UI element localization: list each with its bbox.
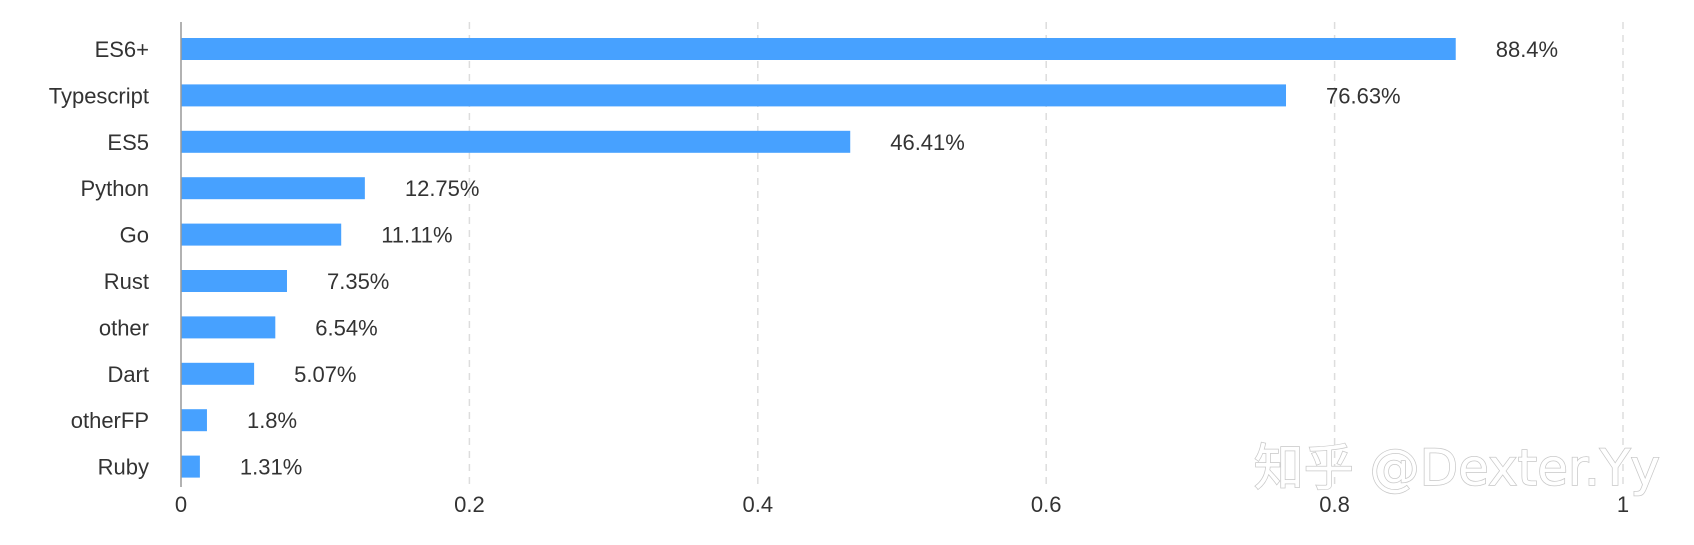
bar: [181, 409, 207, 432]
bar: [181, 362, 255, 385]
category-label: Ruby: [98, 455, 149, 480]
bar: [181, 223, 342, 246]
category-label: otherFP: [71, 408, 149, 433]
bar: [181, 84, 1287, 107]
value-label: 88.4%: [1496, 37, 1558, 62]
value-label: 7.35%: [327, 269, 389, 294]
category-label: ES5: [107, 130, 149, 155]
watermark-text: 知乎 @Dexter.Yy: [1254, 439, 1660, 497]
value-label: 1.8%: [247, 408, 297, 433]
category-label: Dart: [107, 362, 149, 387]
x-tick-label: 1: [1617, 492, 1629, 517]
x-tick-label: 0.4: [743, 492, 774, 517]
x-tick-label: 0.6: [1031, 492, 1062, 517]
value-label: 76.63%: [1326, 83, 1401, 108]
x-tick-label: 0: [175, 492, 187, 517]
value-label: 6.54%: [315, 315, 377, 340]
bar: [181, 177, 365, 200]
value-label: 11.11%: [381, 223, 452, 248]
category-label: other: [99, 315, 149, 340]
x-tick-label: 0.2: [454, 492, 485, 517]
value-label: 5.07%: [294, 362, 356, 387]
labels: 0 0.2 0.4 0.6 0.8 1 ES6+ 88.4% Typescript 76.63% E…: [49, 37, 1629, 517]
x-tick-label: 0.8: [1319, 492, 1350, 517]
bar: [181, 38, 1456, 60]
bar: [181, 455, 200, 478]
value-label: 46.41%: [890, 130, 965, 155]
value-label: 12.75%: [405, 176, 480, 201]
category-label: Rust: [104, 269, 149, 294]
category-label: Typescript: [49, 83, 149, 108]
category-label: Python: [81, 176, 150, 201]
bar: [181, 270, 287, 292]
bar: [181, 130, 851, 153]
category-label: ES6+: [95, 37, 149, 62]
bars: [181, 38, 1456, 478]
bar: [181, 316, 276, 339]
value-label: 1.31%: [240, 455, 302, 480]
category-label: Go: [120, 223, 149, 248]
